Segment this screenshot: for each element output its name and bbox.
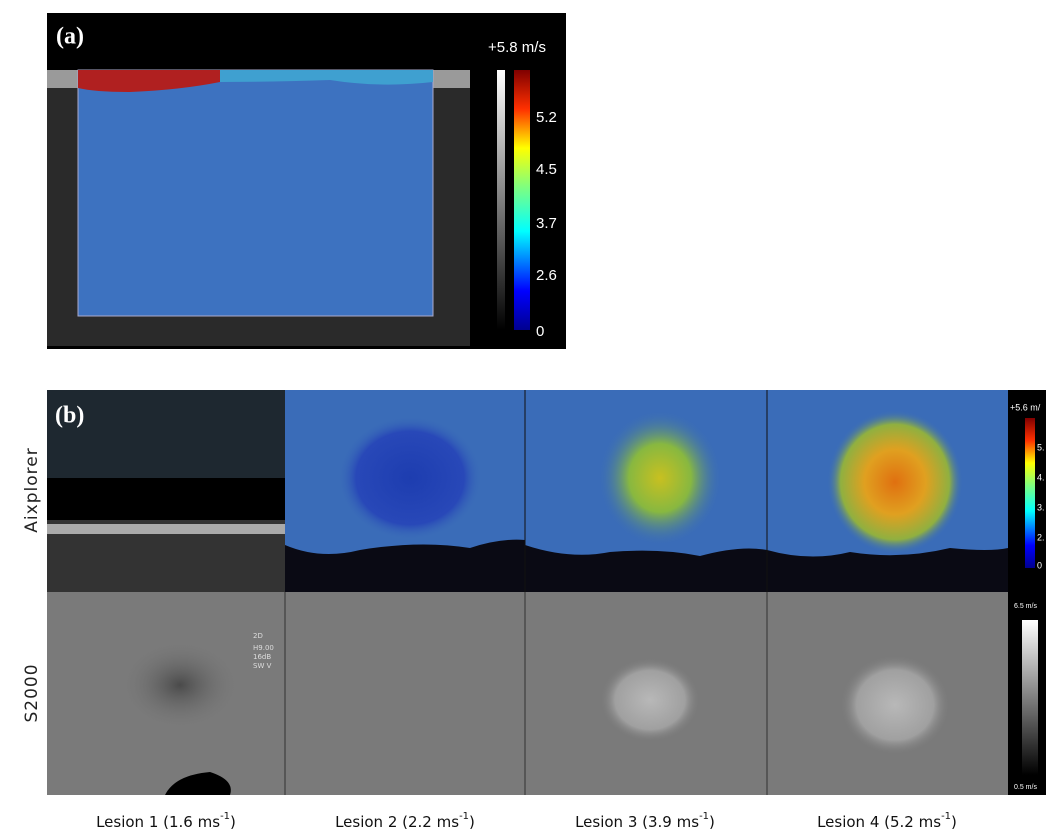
caption-exponent: -1 [220, 811, 230, 822]
grayscale-bar [497, 70, 505, 330]
caption-close: ) [469, 813, 475, 831]
lesion [600, 658, 700, 742]
colorbar-tick: 3. [1037, 502, 1045, 512]
caption-exponent: -1 [941, 811, 951, 822]
colorbar-max: 6.5 m/s [1014, 603, 1037, 610]
lesion-caption: Lesion 4 (5.2 ms-1) [817, 811, 957, 831]
caption-close: ) [230, 813, 236, 831]
colorbar-min: 0.5 m/s [1014, 784, 1037, 791]
lesion [338, 416, 482, 540]
colorbar-max: +5.8 m/s [488, 39, 546, 56]
overlay-text: SW V [253, 662, 272, 670]
caption-close: ) [709, 813, 715, 831]
lesion-caption: Lesion 2 (2.2 ms-1) [335, 811, 475, 831]
lesion-caption: Lesion 3 (3.9 ms-1) [575, 811, 715, 831]
colorbar-tick: 2.6 [536, 267, 557, 284]
overlay-text: H9.00 [253, 644, 274, 652]
figure: (a) +5.8 m/s 5.2 4.5 3.7 2.6 0 +5.6 m/ 5… [0, 0, 1046, 834]
colorbar-tick: 2. [1037, 532, 1045, 542]
lesion [827, 410, 963, 554]
caption-exponent: -1 [459, 811, 469, 822]
row-label: Aixplorer [22, 447, 42, 532]
colorbar-tick: 0 [536, 323, 544, 340]
colorbar-tick: 4. [1037, 472, 1045, 482]
lesion [840, 655, 950, 755]
colorbar-tick: 5. [1037, 442, 1045, 452]
s2000-images: 2D H9.00 16dB SW V [47, 592, 1008, 795]
caption-text: Lesion 2 (2.2 ms [335, 813, 459, 831]
caption-exponent: -1 [699, 811, 709, 822]
lesion [598, 410, 722, 546]
row-label: S2000 [22, 663, 42, 722]
overlay-text: 16dB [253, 653, 271, 661]
overlay-text: 2D [253, 632, 263, 640]
caption-text: Lesion 4 (5.2 ms [817, 813, 941, 831]
gray-bar [1022, 620, 1038, 775]
caption-text: Lesion 1 (1.6 ms [96, 813, 220, 831]
colorbar-tick: 4.5 [536, 161, 557, 178]
page: {"panel_a": {"label": "(a)", "colorbar_t… [0, 0, 1046, 834]
skin-layer [47, 524, 285, 534]
color-bar [514, 70, 530, 330]
panel-label: (a) [56, 24, 84, 50]
color-bar [1025, 418, 1035, 568]
elastography-box [78, 70, 433, 316]
blank-screen [47, 478, 285, 520]
panel-label: (b) [55, 403, 84, 429]
colorbar-tick: 0 [1037, 560, 1042, 570]
caption-text: Lesion 3 (3.9 ms [575, 813, 699, 831]
caption-close: ) [951, 813, 957, 831]
lesion-caption: Lesion 1 (1.6 ms-1) [96, 811, 236, 831]
colorbar-max: +5.6 m/ [1010, 402, 1041, 412]
colorbar-tick: 3.7 [536, 215, 557, 232]
colorbar-tick: 5.2 [536, 109, 557, 126]
lesion [120, 640, 240, 730]
aixplorer-images [285, 390, 1008, 592]
